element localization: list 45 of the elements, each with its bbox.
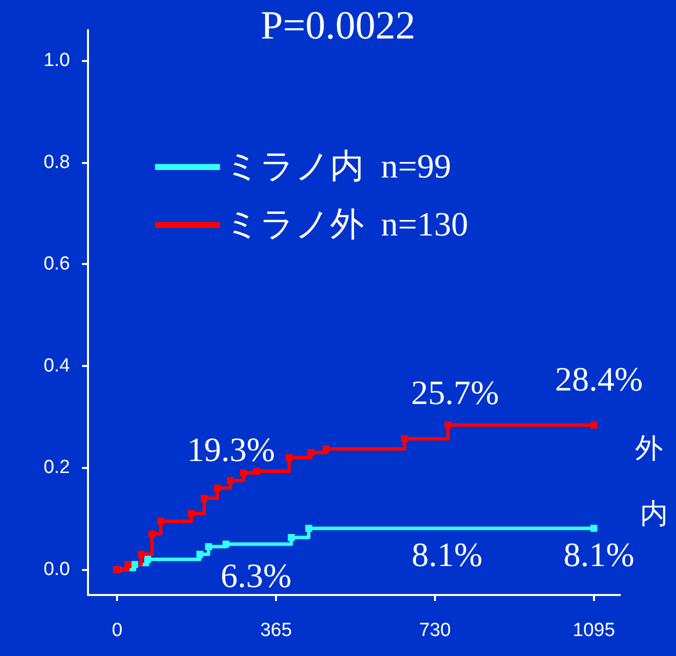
annotation: 8.1% [563, 536, 634, 574]
point [144, 556, 152, 563]
point [288, 534, 295, 541]
point [226, 476, 234, 484]
point [205, 543, 212, 550]
point [307, 448, 314, 456]
point [222, 540, 230, 548]
annotation: 25.7% [411, 375, 499, 412]
point [131, 560, 138, 568]
chart-title: P=0.0022 [260, 2, 416, 48]
point [157, 518, 164, 525]
x-tick-label: 1095 [572, 620, 616, 641]
x-tick-label: 0 [112, 620, 122, 641]
y-tick-label: 1.0 [44, 50, 70, 72]
legend-label: ミラノ内 n=99 [225, 148, 452, 186]
annotation: 内 [640, 498, 668, 530]
point [590, 524, 598, 532]
y-tick-label: 0.2 [44, 457, 70, 478]
legend-label: ミラノ外 n=130 [225, 206, 468, 244]
point [148, 530, 156, 538]
y-tick-label: 0.8 [44, 152, 70, 173]
y-tick-label: 0.6 [44, 254, 70, 275]
point [124, 560, 132, 568]
x-tick-label: 730 [419, 620, 451, 641]
annotation: 6.3% [220, 558, 292, 595]
annotation: 28.4% [554, 361, 643, 398]
annotation: 外 [634, 433, 663, 464]
x-tick-label: 365 [260, 620, 292, 641]
point [305, 524, 312, 532]
point [200, 494, 208, 502]
point [322, 445, 330, 452]
point [286, 454, 293, 462]
y-tick-label: 0.0 [44, 559, 70, 580]
y-tick-label: 0.4 [44, 355, 70, 376]
point [401, 435, 408, 442]
point [590, 421, 598, 428]
point [214, 484, 221, 492]
point [196, 550, 204, 558]
annotation: 8.1% [412, 536, 482, 574]
point [188, 510, 195, 518]
point [444, 421, 452, 428]
point [138, 550, 145, 558]
point [240, 469, 247, 476]
point [252, 468, 260, 475]
annotation: 19.3% [187, 432, 275, 469]
